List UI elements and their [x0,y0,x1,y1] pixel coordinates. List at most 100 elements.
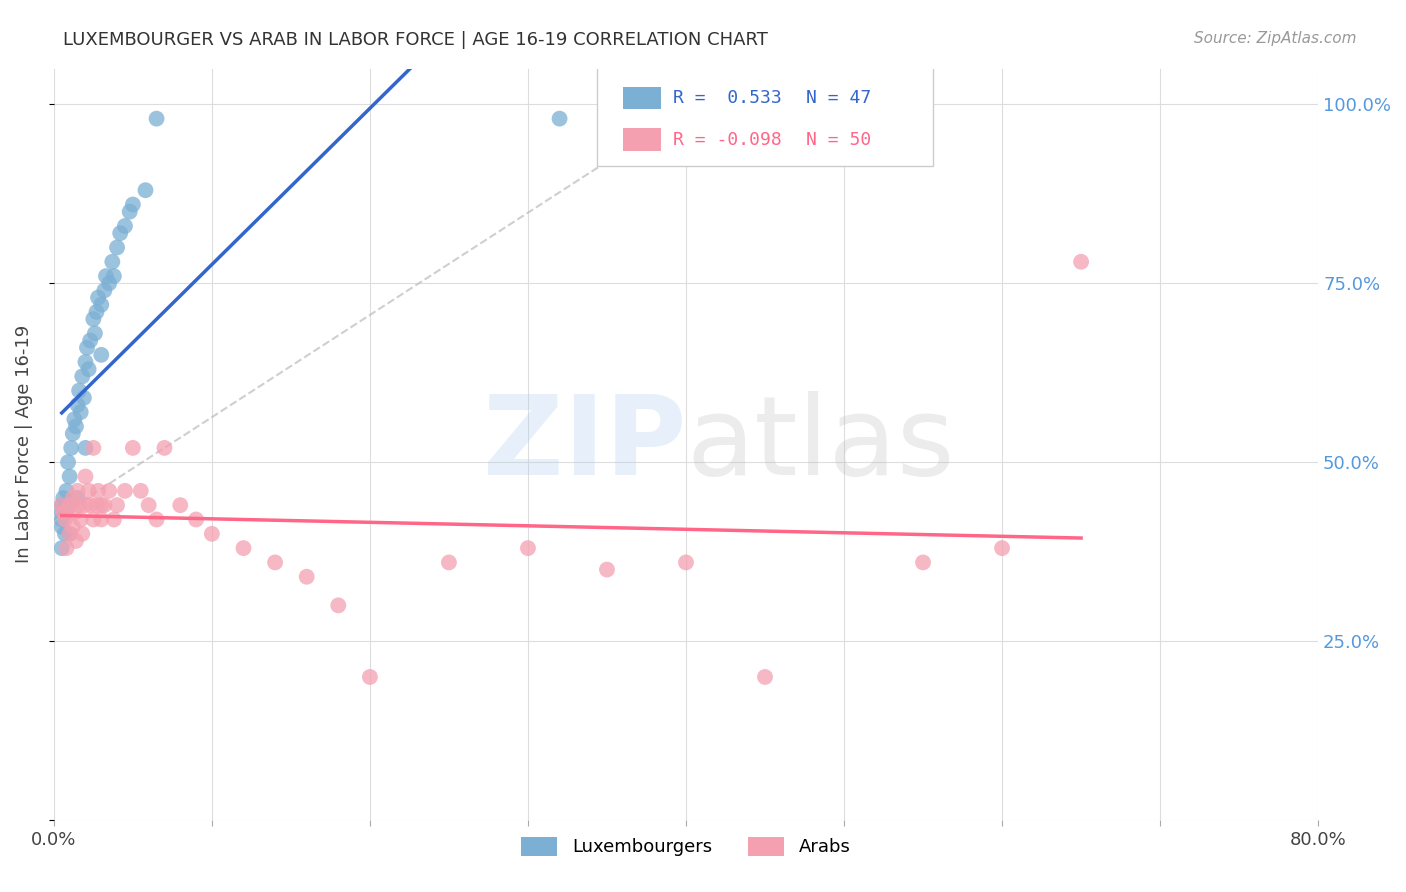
Point [359,670,381,684]
Point [153,441,176,455]
Point [295,570,318,584]
Point [63,505,86,519]
Point [51,498,73,512]
Point [79,334,101,348]
Point [138,498,160,512]
Point [98,277,121,291]
Point [201,526,224,541]
Point [90,298,112,312]
Point [67,384,90,398]
Point [75,355,97,369]
Point [84,326,107,341]
Point [59,469,82,483]
Point [90,512,112,526]
Text: ZIP: ZIP [482,391,686,498]
Point [51,498,73,512]
Point [548,112,571,126]
Y-axis label: In Labor Force | Age 16-19: In Labor Force | Age 16-19 [15,326,32,564]
Point [69,405,91,419]
Point [69,512,91,526]
Point [184,512,207,526]
Point [94,269,117,284]
Point [51,512,73,526]
Point [114,483,136,498]
Text: R = -0.098: R = -0.098 [673,131,782,149]
Point [87,291,110,305]
Point [56,455,79,469]
Text: LUXEMBOURGER VS ARAB IN LABOR FORCE | AGE 16-19 CORRELATION CHART: LUXEMBOURGER VS ARAB IN LABOR FORCE | AG… [63,31,768,49]
Point [516,541,538,555]
Point [98,483,121,498]
Point [66,491,89,505]
Point [90,498,112,512]
Point [72,369,94,384]
Point [62,491,84,505]
Point [114,219,136,233]
Point [51,505,73,519]
Point [52,491,75,505]
Point [129,483,152,498]
Bar [623,87,661,110]
Text: N = 50: N = 50 [806,131,872,149]
Point [59,498,82,512]
Text: R =  0.533: R = 0.533 [673,89,782,107]
Point [51,519,73,533]
Point [101,254,124,268]
Point [59,526,82,541]
Text: Source: ZipAtlas.com: Source: ZipAtlas.com [1194,31,1357,46]
Point [62,426,84,441]
Point [77,483,100,498]
Point [754,670,776,684]
Point [93,284,115,298]
Point [66,398,89,412]
Point [65,533,87,548]
Point [73,391,96,405]
Point [62,519,84,533]
Point [103,269,125,284]
Point [86,305,108,319]
Point [82,312,104,326]
Point [105,240,128,254]
Point [264,556,287,570]
Point [596,563,619,577]
Point [82,512,104,526]
Point [145,512,167,526]
FancyBboxPatch shape [598,65,932,166]
Point [75,441,97,455]
Point [87,483,110,498]
Point [55,541,77,555]
Point [77,362,100,376]
Point [75,469,97,483]
Point [76,341,98,355]
Legend: Luxembourgers, Arabs: Luxembourgers, Arabs [515,830,858,863]
Point [1070,254,1092,268]
Point [82,441,104,455]
Point [145,112,167,126]
Point [59,526,82,541]
Point [75,498,97,512]
Point [51,541,73,555]
Point [991,541,1014,555]
Text: N = 47: N = 47 [806,89,872,107]
Point [93,498,115,512]
Point [121,197,143,211]
Bar [623,128,661,151]
Point [105,498,128,512]
Point [90,348,112,362]
Point [675,556,697,570]
Point [53,526,76,541]
Point [912,556,935,570]
Point [59,498,82,512]
Point [52,505,75,519]
Point [65,419,87,434]
Text: atlas: atlas [686,391,955,498]
Point [169,498,191,512]
Point [79,498,101,512]
Point [53,512,76,526]
Point [53,498,76,512]
Point [67,498,90,512]
Point [437,556,460,570]
Point [121,441,143,455]
Point [60,441,83,455]
Point [118,204,141,219]
